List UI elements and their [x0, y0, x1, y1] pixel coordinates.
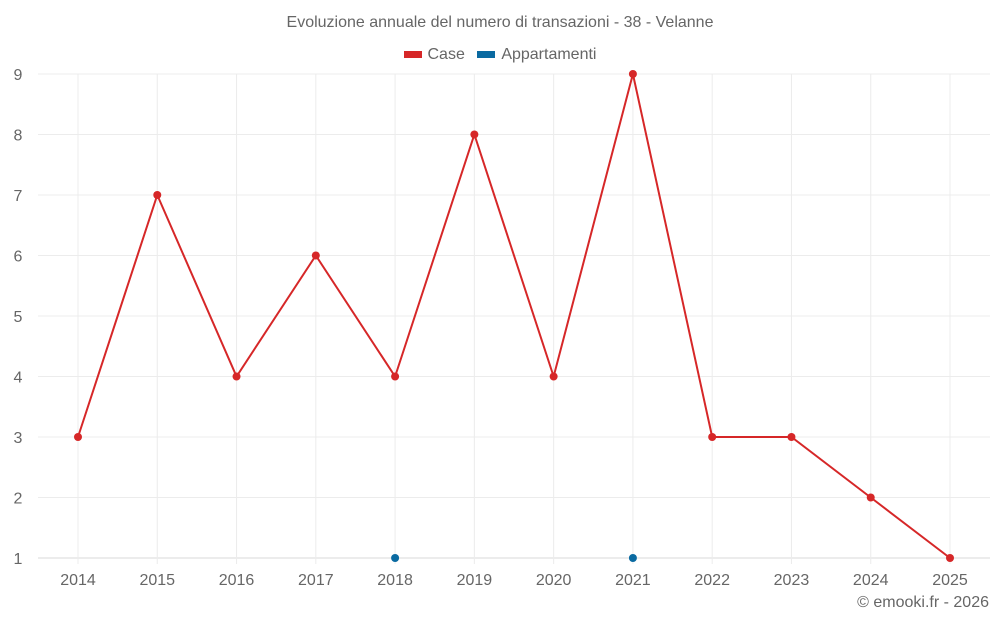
copyright-credit: © emooki.fr - 2026: [857, 594, 989, 611]
y-tick-label: 6: [14, 249, 23, 266]
legend-swatch-appartamenti: [477, 51, 496, 58]
x-tick-label: 2021: [615, 572, 651, 589]
data-point-case[interactable]: [628, 70, 637, 78]
data-point-case[interactable]: [866, 493, 875, 502]
series-line-case: [77, 73, 951, 559]
data-point-case[interactable]: [391, 372, 400, 381]
data-point-appartamenti[interactable]: [628, 554, 637, 562]
x-tick-label: 2024: [853, 572, 889, 589]
chart-legend: Case Appartamenti: [0, 45, 1000, 64]
x-tick-label: 2018: [377, 572, 413, 589]
y-tick-label: 2: [14, 491, 23, 508]
y-tick-label: 5: [14, 309, 23, 326]
data-point-appartamenti[interactable]: [391, 554, 400, 562]
y-tick-label: 4: [14, 370, 23, 387]
legend-item-case[interactable]: Case: [403, 45, 465, 64]
y-tick-label: 1: [14, 551, 23, 568]
y-tick-label: 7: [14, 188, 23, 205]
data-point-case[interactable]: [708, 433, 717, 441]
legend-label-appartamenti: Appartamenti: [501, 45, 597, 63]
data-point-case[interactable]: [787, 433, 796, 441]
legend-label-case: Case: [427, 45, 465, 63]
data-point-case[interactable]: [232, 372, 241, 381]
x-tick-label: 2022: [694, 572, 730, 589]
legend-swatch-case: [403, 51, 422, 58]
data-point-case[interactable]: [74, 433, 82, 441]
x-tick-label: 2023: [774, 572, 810, 589]
chart-title: Evoluzione annuale del numero di transaz…: [286, 14, 714, 31]
x-tick-label: 2017: [298, 572, 334, 589]
data-point-case[interactable]: [946, 554, 954, 562]
data-point-case[interactable]: [470, 130, 479, 139]
legend-item-appartamenti[interactable]: Appartamenti: [477, 46, 596, 64]
data-point-case[interactable]: [153, 191, 162, 199]
data-point-case[interactable]: [311, 251, 320, 260]
x-tick-label: 2019: [457, 572, 493, 589]
x-tick-label: 2015: [139, 572, 175, 589]
x-tick-label: 2014: [60, 572, 96, 589]
data-point-case[interactable]: [549, 372, 558, 381]
x-tick-label: 2020: [536, 572, 572, 589]
y-tick-label: 9: [14, 67, 23, 84]
y-tick-label: 8: [14, 128, 23, 145]
y-tick-label: 3: [14, 430, 23, 447]
x-tick-label: 2016: [219, 572, 255, 589]
x-tick-label: 2025: [932, 572, 968, 589]
